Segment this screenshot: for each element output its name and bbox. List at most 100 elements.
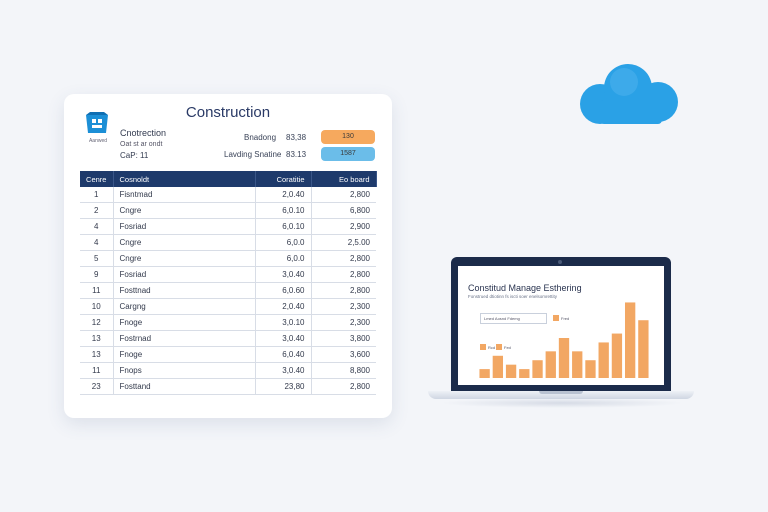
table-header-row: Cenre Cosnoldt Coratitie Eo board — [80, 171, 377, 187]
table-cell: Fnoge — [113, 346, 256, 363]
table-cell: 2,5.00 — [311, 234, 376, 251]
table-cell: 3,600 — [311, 346, 376, 363]
meta-line-1: Cnotrection — [120, 128, 167, 138]
table-row: 4 Cngre 6,0.0 2,5.00 — [80, 234, 376, 251]
table-row: 13 Fostrnad 3,0.40 3,800 — [80, 330, 376, 347]
table-row: 10 Cargng 2,0.40 2,300 — [80, 298, 376, 315]
table-cell: 4 — [80, 234, 114, 251]
field2-badge: 1587 — [321, 147, 375, 161]
table-cell: 2,800 — [311, 266, 376, 283]
laptop-shadow — [440, 398, 684, 408]
chart-bar — [519, 369, 530, 378]
table-cell: 2,0.40 — [255, 187, 312, 203]
column-header: Eo board — [311, 171, 377, 187]
laptop-base — [428, 391, 694, 399]
dashboard-screen: Constitud Manage Esthering Fonstrued dti… — [458, 266, 664, 385]
table-row: 23 Fosttand 23,80 2,800 — [80, 378, 376, 395]
table-cell: 23 — [80, 378, 114, 395]
table-cell: 6,0.10 — [255, 218, 312, 235]
dashboard-subtitle: Fonstrued dtiotinn fs iscti soer enelsom… — [468, 294, 558, 299]
legend-swatch — [496, 344, 502, 350]
table-cell: 2,800 — [311, 378, 376, 395]
table-cell: 13 — [80, 346, 114, 363]
table-cell: Cargng — [113, 298, 256, 315]
table-cell: 13 — [80, 330, 114, 347]
chart-bar — [558, 338, 570, 378]
camera-icon — [558, 260, 562, 264]
table-cell: 3,800 — [311, 330, 376, 347]
cloud-icon — [580, 64, 678, 124]
table-cell: 2,800 — [311, 282, 376, 299]
legend-swatch — [553, 315, 559, 321]
table-cell: 2,800 — [311, 250, 376, 267]
table-cell: Fisntmad — [113, 187, 256, 203]
chart-bar — [638, 320, 649, 378]
dashboard-bar-chart — [479, 302, 649, 378]
table-cell: 11 — [80, 362, 114, 379]
table-cell: Cngre — [113, 202, 256, 219]
field2-label: Lavding Snatine — [224, 150, 282, 159]
table-row: 11 Fosttnad 6,0.60 2,800 — [80, 282, 376, 299]
table-cell: Fostrnad — [113, 330, 256, 347]
column-header: Cenre — [80, 171, 114, 187]
chart-bar — [479, 369, 490, 378]
table-cell: Fosttnad — [113, 282, 256, 299]
table-cell: 2,300 — [311, 314, 376, 331]
chart-bar — [532, 360, 543, 378]
field2-value: 83.13 — [286, 150, 307, 159]
table-cell: 3,0.10 — [255, 314, 312, 331]
table-row: 5 Cngre 6,0.0 2,800 — [80, 250, 376, 267]
legend-swatch — [480, 344, 486, 350]
chart-bar — [585, 360, 596, 378]
table-cell: 6,0.0 — [255, 234, 312, 251]
table-cell: 23,80 — [255, 378, 312, 395]
table-row: 1 Fisntmad 2,0.40 2,800 — [80, 187, 376, 203]
legend-label: Fred — [561, 316, 570, 321]
table-cell: Fosttand — [113, 378, 256, 395]
table-cell: Fnops — [113, 362, 256, 379]
dashboard-filter-field[interactable]: Lmed Aosnd Fdemg — [480, 313, 547, 324]
table-cell: 6,0.10 — [255, 202, 312, 219]
document-meta: Cnotrection Oat st ar ondt CaP: 11 — [120, 128, 166, 161]
table-row: 4 Fosriad 6,0.10 2,900 — [80, 218, 376, 235]
laptop-notch — [539, 391, 583, 394]
legend-label: Rcd — [488, 345, 496, 350]
table-cell: 6,800 — [311, 202, 376, 219]
table-cell: 5 — [80, 250, 114, 267]
table-cell: 6,0.40 — [255, 346, 312, 363]
chart-bar — [492, 355, 504, 378]
dashboard-title: Constitud Manage Esthering — [468, 283, 582, 293]
chart-bar — [572, 351, 583, 378]
legend-label: Fed — [504, 345, 511, 350]
table-cell: Fnoge — [113, 314, 256, 331]
building-logo-icon — [86, 112, 108, 133]
field1-label: Bnadong — [244, 133, 277, 142]
table-cell: 3,0.40 — [255, 330, 312, 347]
field1-badge: 130 — [321, 130, 375, 144]
table-cell: 2,800 — [311, 187, 376, 203]
document-title: Construction — [185, 104, 271, 121]
table-cell: 1 — [80, 187, 114, 203]
chart-bar — [505, 364, 517, 378]
table-cell: 2,0.40 — [255, 298, 312, 315]
chart-bar — [545, 351, 556, 378]
table-cell: 12 — [80, 314, 114, 331]
table-cell: 8,800 — [311, 362, 376, 379]
table-row: 12 Fnoge 3,0.10 2,300 — [80, 314, 376, 331]
table-cell: 2,900 — [311, 218, 376, 235]
table-cell: Cngre — [113, 234, 256, 251]
table-cell: 10 — [80, 298, 114, 315]
table-row: 11 Fnops 3,0.40 8,800 — [80, 362, 376, 379]
chart-bar — [598, 342, 609, 378]
table-cell: 6,0.0 — [255, 250, 312, 267]
column-header: Cosnoldt — [113, 171, 256, 187]
table-row: 9 Fosriad 3,0.40 2,800 — [80, 266, 376, 283]
table-cell: Cngre — [113, 250, 256, 267]
logo-caption: Aanwed — [88, 138, 108, 144]
table-row: 2 Cngre 6,0.10 6,800 — [80, 202, 376, 219]
table-cell: 4 — [80, 218, 114, 235]
table-cell: 2,300 — [311, 298, 376, 315]
table-cell: Fosriad — [113, 266, 256, 283]
meta-line-2: Oat st ar ondt — [120, 141, 163, 148]
table-cell: 3,0.40 — [255, 266, 312, 283]
